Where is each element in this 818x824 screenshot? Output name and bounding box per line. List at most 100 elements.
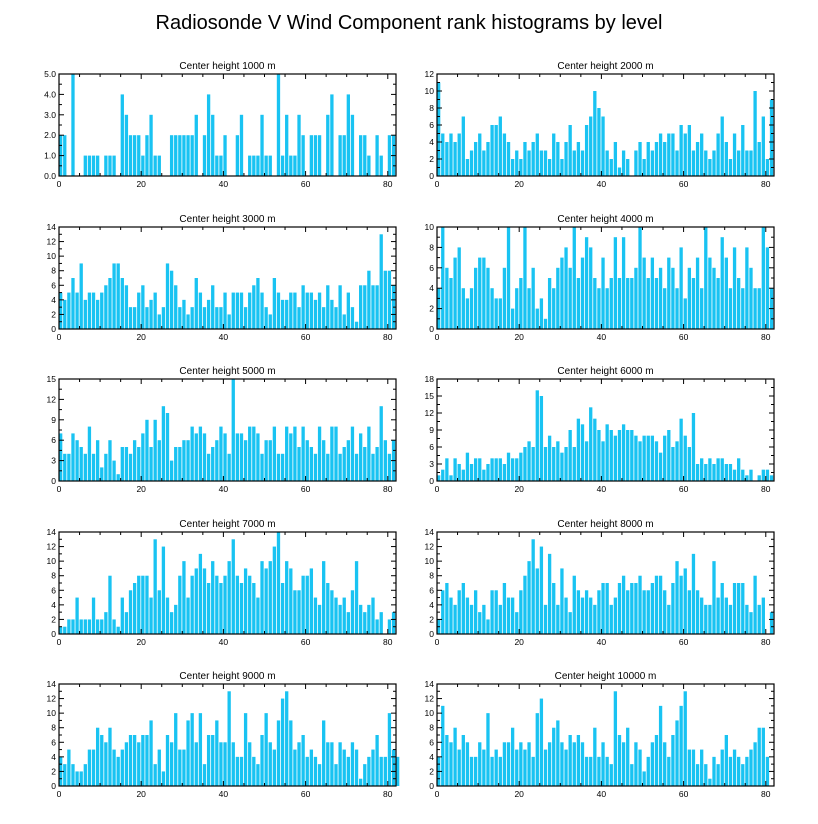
y-tick-label: 0 xyxy=(51,781,56,791)
bar xyxy=(120,597,124,634)
bar xyxy=(445,583,449,634)
bar xyxy=(116,474,120,481)
bar xyxy=(757,727,761,786)
bar xyxy=(568,267,572,329)
bar xyxy=(654,575,659,634)
bar xyxy=(753,575,757,634)
bar xyxy=(478,133,482,176)
bar xyxy=(153,539,157,634)
bar xyxy=(560,742,564,786)
bar xyxy=(79,447,83,481)
bar xyxy=(732,133,737,176)
bar xyxy=(63,299,67,329)
bar xyxy=(367,756,371,786)
bar xyxy=(297,742,301,786)
bar xyxy=(646,435,650,481)
bar xyxy=(174,135,178,176)
y-tick-label: 12 xyxy=(425,694,435,704)
bar xyxy=(613,435,618,481)
bar xyxy=(469,604,474,634)
bar xyxy=(445,735,449,786)
bar xyxy=(457,590,461,634)
bar xyxy=(169,270,174,329)
y-tick-label: 6 xyxy=(51,737,56,747)
bar xyxy=(227,453,231,481)
bar xyxy=(359,604,363,634)
bar xyxy=(367,155,371,176)
bar xyxy=(667,257,671,329)
bar xyxy=(700,288,704,329)
bar xyxy=(252,426,256,481)
bar xyxy=(601,441,605,481)
panel-5: Center height 5000 m 0 20 40 60 80 0 3 6 9 12 15 xyxy=(47,366,397,494)
bar xyxy=(769,475,774,481)
bar xyxy=(104,285,108,329)
bar xyxy=(91,749,96,786)
bar xyxy=(67,749,71,786)
bar xyxy=(449,742,453,786)
panel-title: Center height 6000 m xyxy=(557,366,653,377)
bar xyxy=(506,227,511,329)
bar xyxy=(161,771,166,786)
bar xyxy=(359,433,363,481)
bar xyxy=(720,116,724,176)
bar xyxy=(157,314,161,329)
bar xyxy=(515,458,519,481)
bar xyxy=(560,452,564,481)
bar xyxy=(576,418,581,481)
bar xyxy=(124,612,129,634)
bar xyxy=(248,575,252,634)
bar xyxy=(95,619,100,634)
bar xyxy=(239,114,244,176)
bar xyxy=(260,114,264,176)
bar xyxy=(601,257,605,329)
bar xyxy=(679,125,683,176)
bar xyxy=(494,749,498,786)
bar xyxy=(280,299,285,329)
bar xyxy=(560,568,564,634)
x-tick-label: 0 xyxy=(57,637,62,647)
bar xyxy=(646,278,650,329)
bar xyxy=(178,307,182,329)
bar xyxy=(264,155,268,176)
bar xyxy=(737,278,741,329)
bar xyxy=(128,735,133,786)
bar xyxy=(289,720,293,786)
bar xyxy=(609,159,613,176)
bar xyxy=(535,568,539,634)
bar xyxy=(227,561,231,634)
bar xyxy=(683,568,687,634)
bar xyxy=(601,116,605,176)
bar xyxy=(486,713,490,786)
bar xyxy=(765,159,770,176)
bar xyxy=(248,742,252,786)
y-tick-label: 0 xyxy=(429,171,434,181)
bar xyxy=(145,735,149,786)
bar xyxy=(293,590,297,634)
bar xyxy=(108,440,112,481)
x-tick-label: 40 xyxy=(597,637,607,647)
bar xyxy=(67,453,71,481)
bar xyxy=(716,764,720,786)
bar xyxy=(704,604,708,634)
y-tick-label: 3 xyxy=(429,459,434,469)
figure-title: Radiosonde V Wind Component rank histogr… xyxy=(156,12,663,34)
bar xyxy=(675,441,679,481)
bar xyxy=(338,285,342,329)
bar xyxy=(523,227,527,329)
y-tick-label: 10 xyxy=(425,222,435,232)
bar xyxy=(309,292,314,329)
y-tick-label: 4 xyxy=(429,283,434,293)
bar xyxy=(87,426,92,481)
bar xyxy=(716,278,720,329)
y-tick-label: 5.0 xyxy=(44,69,56,79)
bar xyxy=(510,308,515,329)
bar xyxy=(215,307,219,329)
bar xyxy=(749,150,753,176)
bar xyxy=(502,133,507,176)
bar xyxy=(313,135,318,176)
bar xyxy=(264,713,268,786)
bar xyxy=(317,292,322,329)
bar xyxy=(276,292,281,329)
bar xyxy=(71,619,75,634)
